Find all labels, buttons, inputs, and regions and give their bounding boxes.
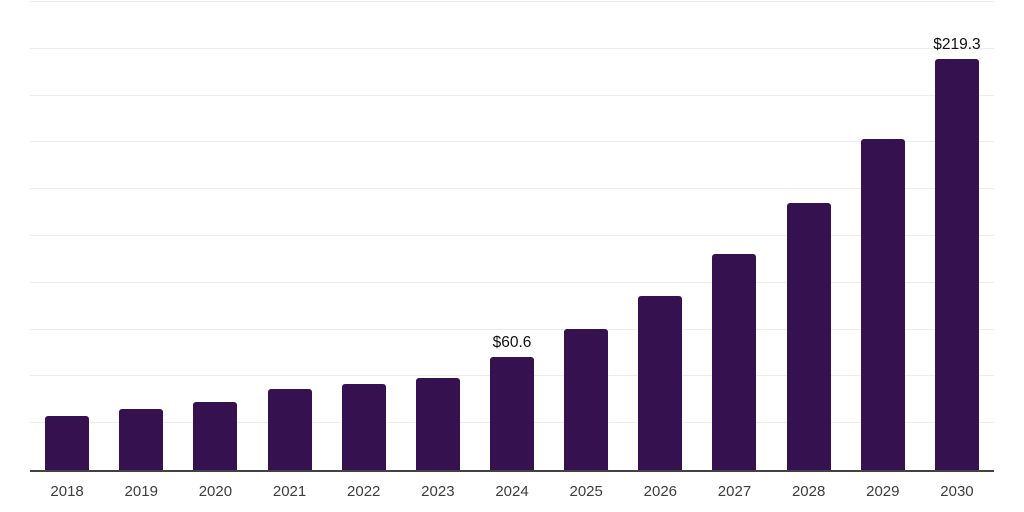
bar bbox=[341, 383, 386, 470]
plot-area: $60.6 $219.3 bbox=[30, 1, 994, 472]
x-tick-label: 2022 bbox=[347, 483, 381, 500]
gridline bbox=[30, 328, 994, 330]
bar-slot: $219.3 bbox=[920, 2, 994, 470]
bar-slot bbox=[327, 2, 401, 470]
gridline bbox=[30, 141, 994, 143]
bar-slot bbox=[30, 2, 104, 470]
x-axis-tick-labels: 2018 2019 2020 2021 2022 2023 2024 2025 2026 2027… bbox=[30, 482, 994, 502]
bar-slot bbox=[178, 2, 252, 470]
x-tick-label: 2023 bbox=[421, 483, 455, 500]
bars-row: $60.6 $219.3 bbox=[30, 2, 994, 470]
value-label: $219.3 bbox=[933, 36, 981, 54]
x-tick-label: 2028 bbox=[791, 483, 826, 500]
x-axis-line bbox=[30, 470, 994, 472]
bar bbox=[860, 138, 905, 470]
bar-slot bbox=[846, 2, 920, 470]
value-label: $60.6 bbox=[492, 333, 532, 351]
x-tick-label: 2018 bbox=[50, 483, 84, 500]
gridline bbox=[30, 235, 994, 236]
bar-slot bbox=[772, 2, 846, 470]
x-tick-label: 2026 bbox=[643, 483, 678, 500]
gridline bbox=[30, 1, 994, 2]
x-tick-label: 2019 bbox=[124, 483, 158, 500]
x-tick-label: 2020 bbox=[198, 483, 233, 500]
bar bbox=[45, 416, 90, 470]
bar-slot bbox=[252, 2, 326, 470]
bar-slot bbox=[401, 2, 475, 470]
bar bbox=[119, 409, 164, 470]
bar-slot: $60.6 bbox=[475, 2, 549, 470]
bar-slot bbox=[623, 2, 697, 470]
bar-slot bbox=[549, 2, 623, 470]
bar bbox=[415, 377, 460, 470]
bar-slot bbox=[104, 2, 178, 470]
bar-slot bbox=[697, 2, 771, 470]
bar bbox=[786, 202, 831, 470]
bar bbox=[193, 401, 238, 470]
bar bbox=[564, 329, 609, 470]
gridline bbox=[30, 281, 994, 283]
gridline bbox=[30, 188, 994, 190]
gridline bbox=[30, 94, 994, 96]
x-tick-label: 2030 bbox=[940, 483, 974, 500]
x-tick-label: 2024 bbox=[495, 483, 529, 500]
x-tick-label: 2021 bbox=[272, 483, 307, 500]
x-tick-label: 2029 bbox=[866, 483, 900, 500]
bar bbox=[267, 388, 312, 470]
bar bbox=[934, 59, 979, 470]
x-tick-label: 2025 bbox=[569, 483, 603, 500]
bar bbox=[490, 356, 535, 470]
x-tick-label: 2027 bbox=[717, 483, 752, 500]
bar bbox=[638, 295, 683, 470]
gridline bbox=[30, 47, 994, 49]
bar bbox=[712, 254, 757, 470]
